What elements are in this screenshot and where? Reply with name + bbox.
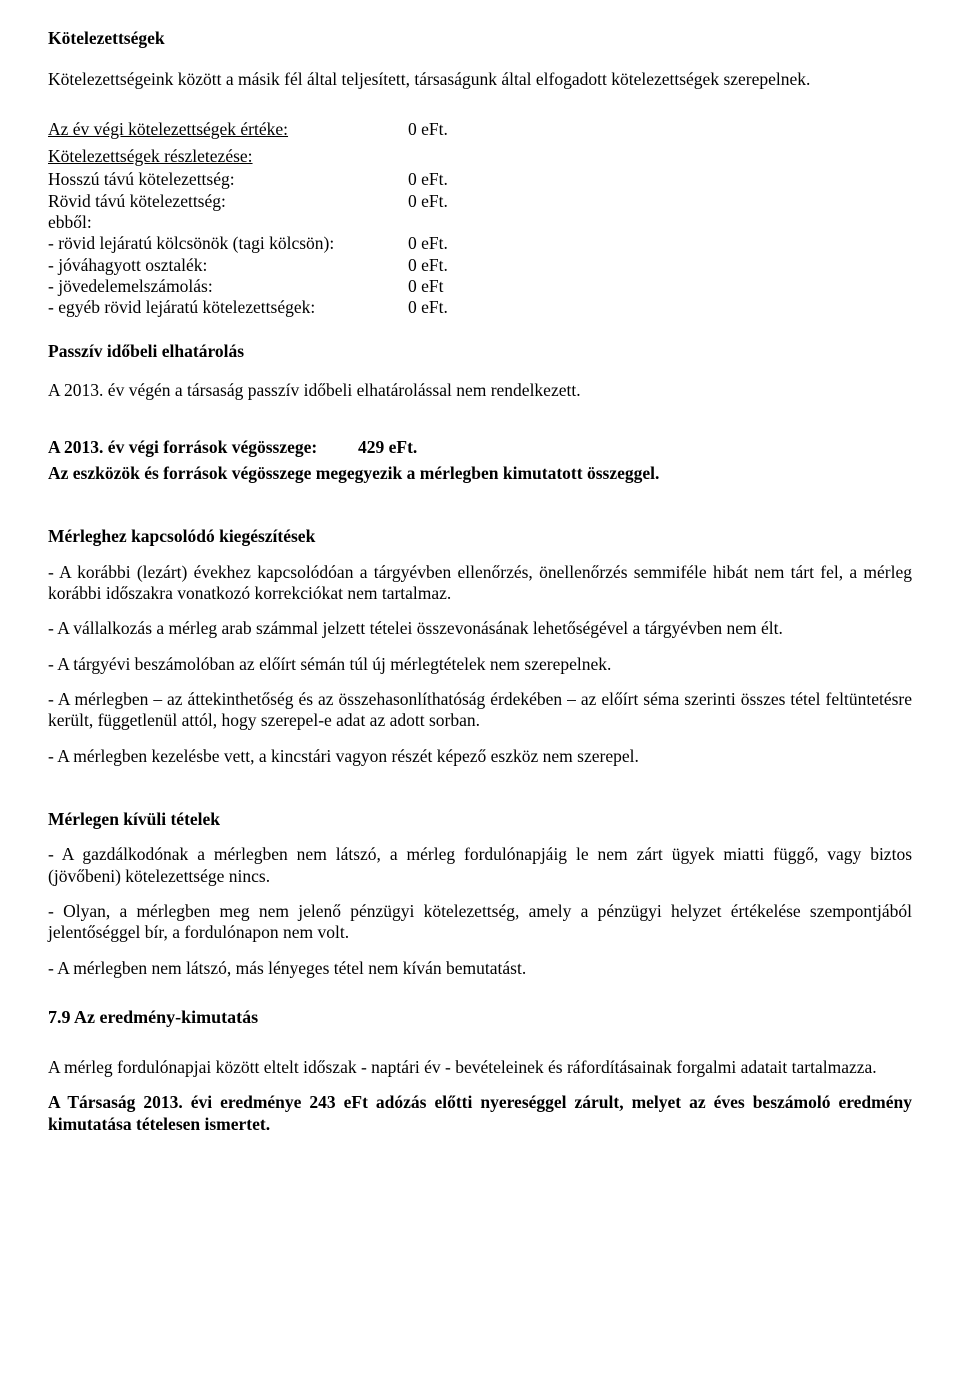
- heading-merleghez: Mérleghez kapcsolódó kiegészítések: [48, 526, 912, 547]
- row-egyeb: - egyéb rövid lejáratú kötelezettségek: …: [48, 297, 912, 318]
- label-ev-vegi: Az év végi kötelezettségek értéke:: [48, 119, 408, 140]
- value-osztalek: 0 eFt.: [408, 255, 508, 276]
- heading-kotelezettsegek: Kötelezettségek: [48, 28, 912, 49]
- label-reszletezes: Kötelezettségek részletezése:: [48, 146, 253, 167]
- row-forrasok: A 2013. év végi források végösszege: 429…: [48, 437, 912, 458]
- p-e2: A Társaság 2013. évi eredménye 243 eFt a…: [48, 1092, 912, 1135]
- heading-kivul: Mérlegen kívüli tételek: [48, 809, 912, 830]
- p-passziv: A 2013. év végén a társaság passzív időb…: [48, 380, 912, 401]
- label-kolcson: - rövid lejáratú kölcsönök (tagi kölcsön…: [48, 233, 408, 254]
- row-osztalek: - jóváhagyott osztalék: 0 eFt.: [48, 255, 912, 276]
- value-egyeb: 0 eFt.: [408, 297, 508, 318]
- row-rovid: Rövid távú kötelezettség: 0 eFt.: [48, 191, 912, 212]
- p-eszkozok: Az eszközök és források végösszege megeg…: [48, 463, 912, 484]
- label-jov: - jövedelemelszámolás:: [48, 276, 408, 297]
- p-e1: A mérleg fordulónapjai között eltelt idő…: [48, 1057, 912, 1078]
- heading-passziv: Passzív időbeli elhatárolás: [48, 341, 912, 362]
- label-osztalek: - jóváhagyott osztalék:: [48, 255, 408, 276]
- p-k1: - A gazdálkodónak a mérlegben nem látszó…: [48, 844, 912, 887]
- value-ev-vegi: 0 eFt.: [408, 119, 508, 140]
- intro-paragraph: Kötelezettségeink között a másik fél ált…: [48, 69, 912, 90]
- p-m1: - A korábbi (lezárt) évekhez kapcsolódóa…: [48, 562, 912, 605]
- label-ebbol: ebből:: [48, 212, 912, 233]
- value-hosszu: 0 eFt.: [408, 169, 508, 190]
- p-m4: - A mérlegben – az áttekinthetőség és az…: [48, 689, 912, 732]
- value-rovid: 0 eFt.: [408, 191, 508, 212]
- row-hosszu: Hosszú távú kötelezettség: 0 eFt.: [48, 169, 912, 190]
- value-forrasok: 429 eFt.: [358, 437, 458, 458]
- p-m5: - A mérlegben kezelésbe vett, a kincstár…: [48, 746, 912, 767]
- p-k3: - A mérlegben nem látszó, más lényeges t…: [48, 958, 912, 979]
- p-k2: - Olyan, a mérlegben meg nem jelenő pénz…: [48, 901, 912, 944]
- row-kolcson: - rövid lejáratú kölcsönök (tagi kölcsön…: [48, 233, 912, 254]
- label-hosszu: Hosszú távú kötelezettség:: [48, 169, 408, 190]
- row-jov: - jövedelemelszámolás: 0 eFt: [48, 276, 912, 297]
- label-rovid: Rövid távú kötelezettség:: [48, 191, 408, 212]
- heading-79: 7.9 Az eredmény-kimutatás: [48, 1007, 912, 1029]
- row-ev-vegi: Az év végi kötelezettségek értéke: 0 eFt…: [48, 119, 912, 140]
- value-kolcson: 0 eFt.: [408, 233, 508, 254]
- p-m3: - A tárgyévi beszámolóban az előírt sémá…: [48, 654, 912, 675]
- label-forrasok: A 2013. év végi források végösszege:: [48, 437, 358, 458]
- label-egyeb: - egyéb rövid lejáratú kötelezettségek:: [48, 297, 408, 318]
- p-m2: - A vállalkozás a mérleg arab számmal je…: [48, 618, 912, 639]
- value-jov: 0 eFt: [408, 276, 508, 297]
